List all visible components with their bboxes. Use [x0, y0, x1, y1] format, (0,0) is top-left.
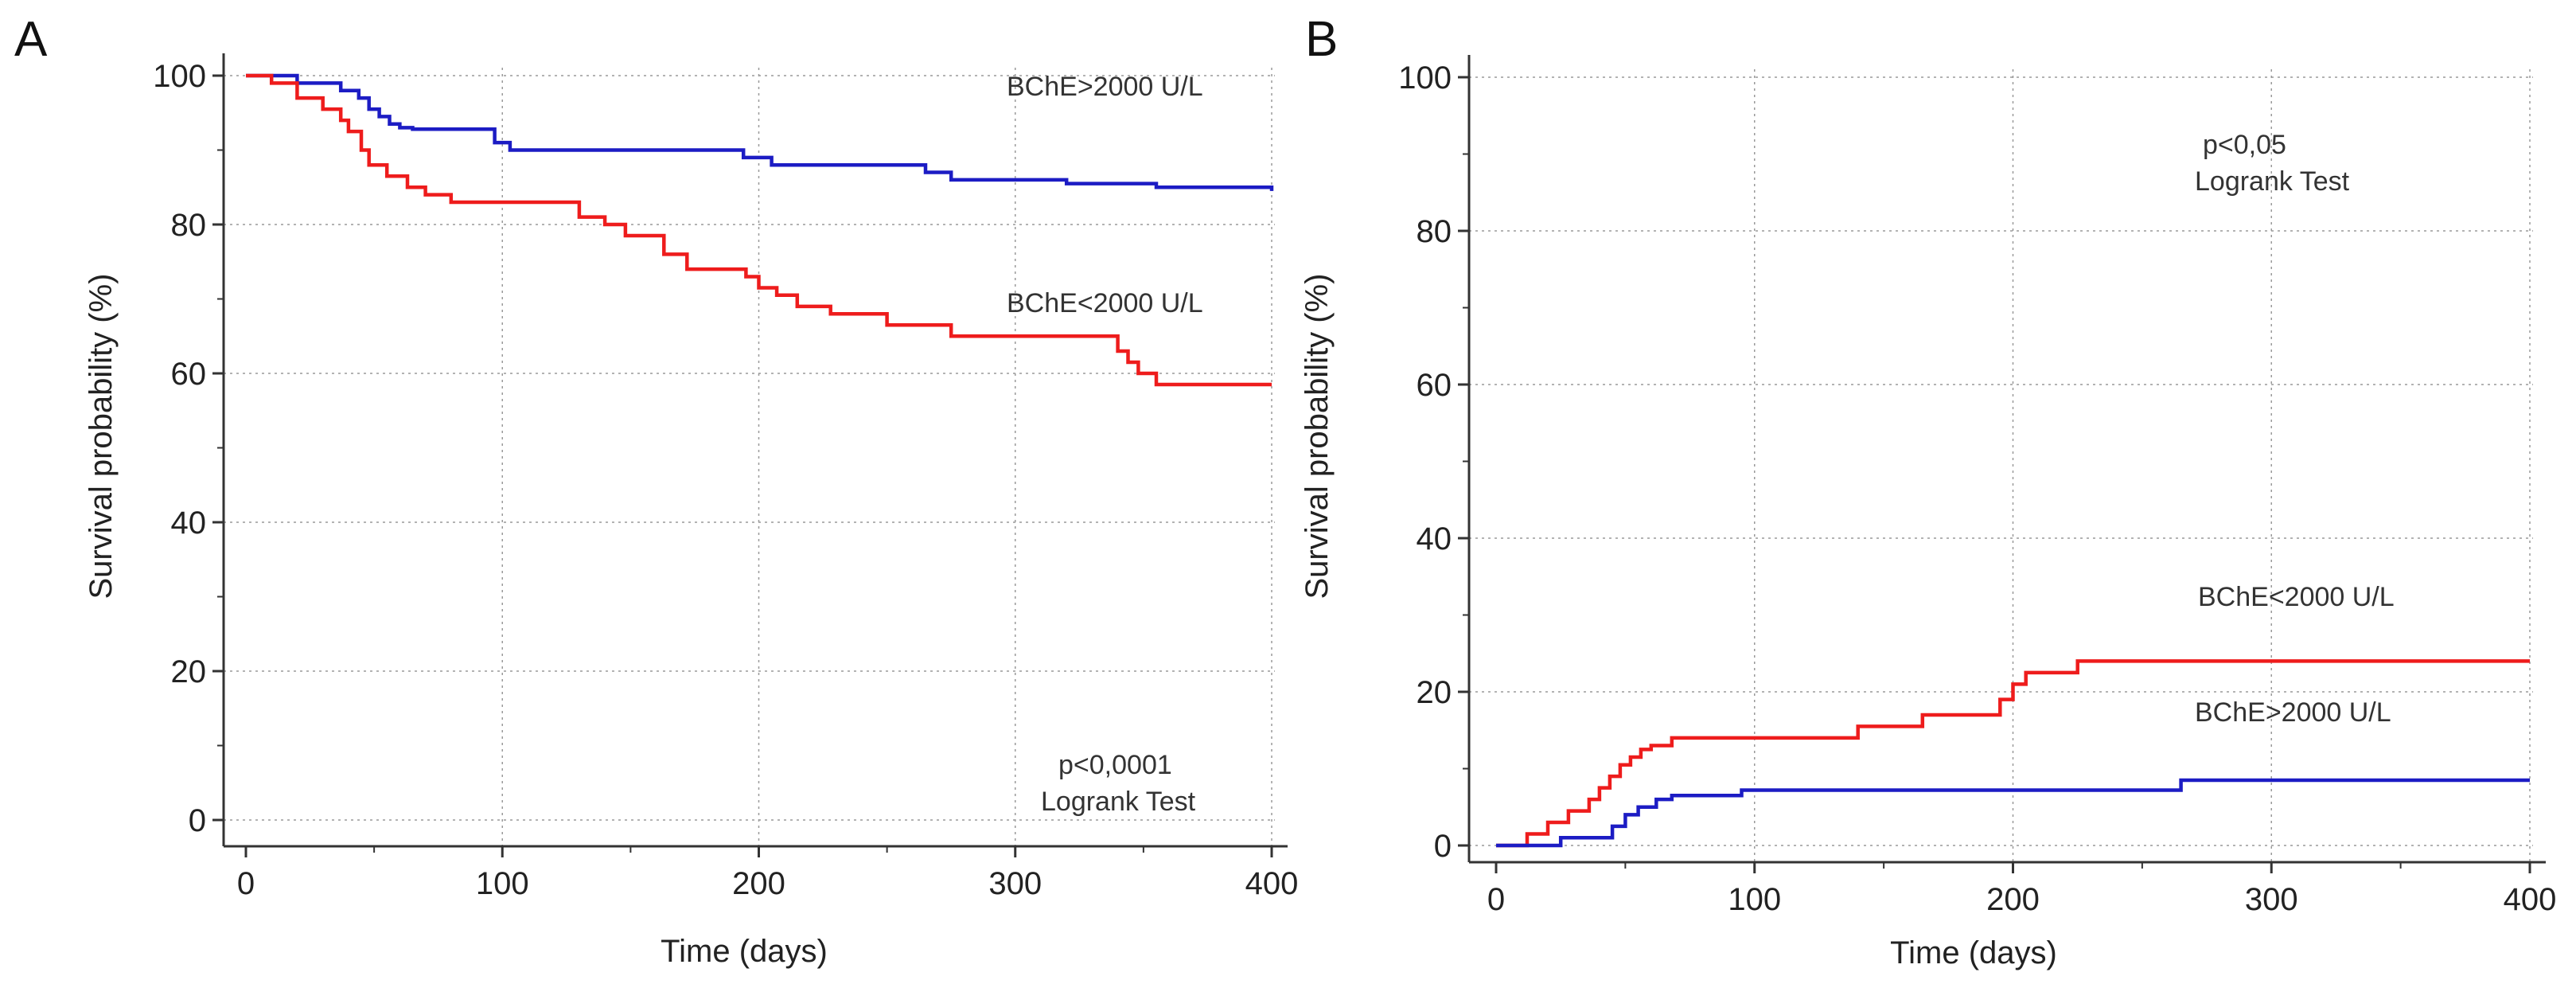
- y-tick-label-60: 60: [171, 357, 207, 392]
- legend-label-low-a: BChE<2000 U/L: [1007, 288, 1203, 318]
- y-tick-label-20: 20: [171, 654, 207, 689]
- p-value-b: p<0,05: [2203, 130, 2286, 160]
- x-tick-label-0: 0: [237, 866, 255, 901]
- x-tick-label-200: 200: [732, 866, 785, 901]
- panel-letter-b: B: [1305, 12, 1338, 67]
- x-axis-title-a: Time (days): [661, 934, 828, 969]
- axes-a: 0 100 200 300 400 0 20 40 60 80 100: [153, 53, 1298, 901]
- y-tick-label-40: 40: [171, 506, 207, 541]
- x-axis-title-b: Time (days): [1890, 935, 2057, 970]
- x-tick-label-300: 300: [988, 866, 1042, 901]
- y-axis-title-b: Survival probability (%): [1300, 273, 1335, 599]
- x-tick-label-400: 400: [2504, 882, 2557, 917]
- y-axis-title-a: Survival probability (%): [84, 273, 119, 599]
- grid-b: [1469, 69, 2533, 862]
- series-line-high-b: [1496, 778, 2530, 848]
- panel-b: B 0 100 200 300 400 0 20 40 60 80 100 Survival pro…: [1300, 12, 2556, 970]
- test-name-b: Logrank Test: [2195, 166, 2350, 197]
- y-tick-label-60: 60: [1417, 368, 1452, 403]
- x-tick-label-100: 100: [1728, 882, 1781, 917]
- test-name-a: Logrank Test: [1041, 787, 1196, 817]
- x-tick-label-200: 200: [1986, 882, 2040, 917]
- legend-label-low-b: BChE<2000 U/L: [2198, 582, 2395, 612]
- p-value-a: p<0,0001: [1058, 750, 1172, 780]
- grid-a: [224, 68, 1275, 846]
- x-tick-label-400: 400: [1245, 866, 1299, 901]
- series-a: [246, 73, 1274, 387]
- panel-a: A 0 100 200 300 400 0 20 40 60 80 100 Survival pro…: [14, 12, 1298, 969]
- y-tick-label-80: 80: [171, 208, 207, 243]
- series-line-low-b: [1496, 659, 2530, 848]
- legend-label-high-a: BChE>2000 U/L: [1007, 72, 1203, 102]
- legend-label-high-b: BChE>2000 U/L: [2195, 697, 2391, 728]
- x-tick-label-300: 300: [2245, 882, 2298, 917]
- y-tick-label-80: 80: [1417, 214, 1452, 249]
- y-tick-label-0: 0: [189, 803, 206, 838]
- y-tick-label-100: 100: [1398, 61, 1452, 96]
- series-line-high-a: [246, 73, 1274, 191]
- x-tick-label-0: 0: [1487, 882, 1505, 917]
- series-line-low-a: [246, 73, 1272, 387]
- x-tick-label-100: 100: [476, 866, 529, 901]
- y-tick-label-20: 20: [1417, 675, 1452, 710]
- panel-letter-a: A: [14, 12, 48, 67]
- series-b: [1496, 659, 2530, 848]
- y-tick-label-100: 100: [153, 59, 206, 94]
- axes-b: 0 100 200 300 400 0 20 40 60 80 100: [1398, 55, 2556, 917]
- y-tick-label-40: 40: [1417, 521, 1452, 556]
- y-tick-label-0: 0: [1434, 829, 1452, 864]
